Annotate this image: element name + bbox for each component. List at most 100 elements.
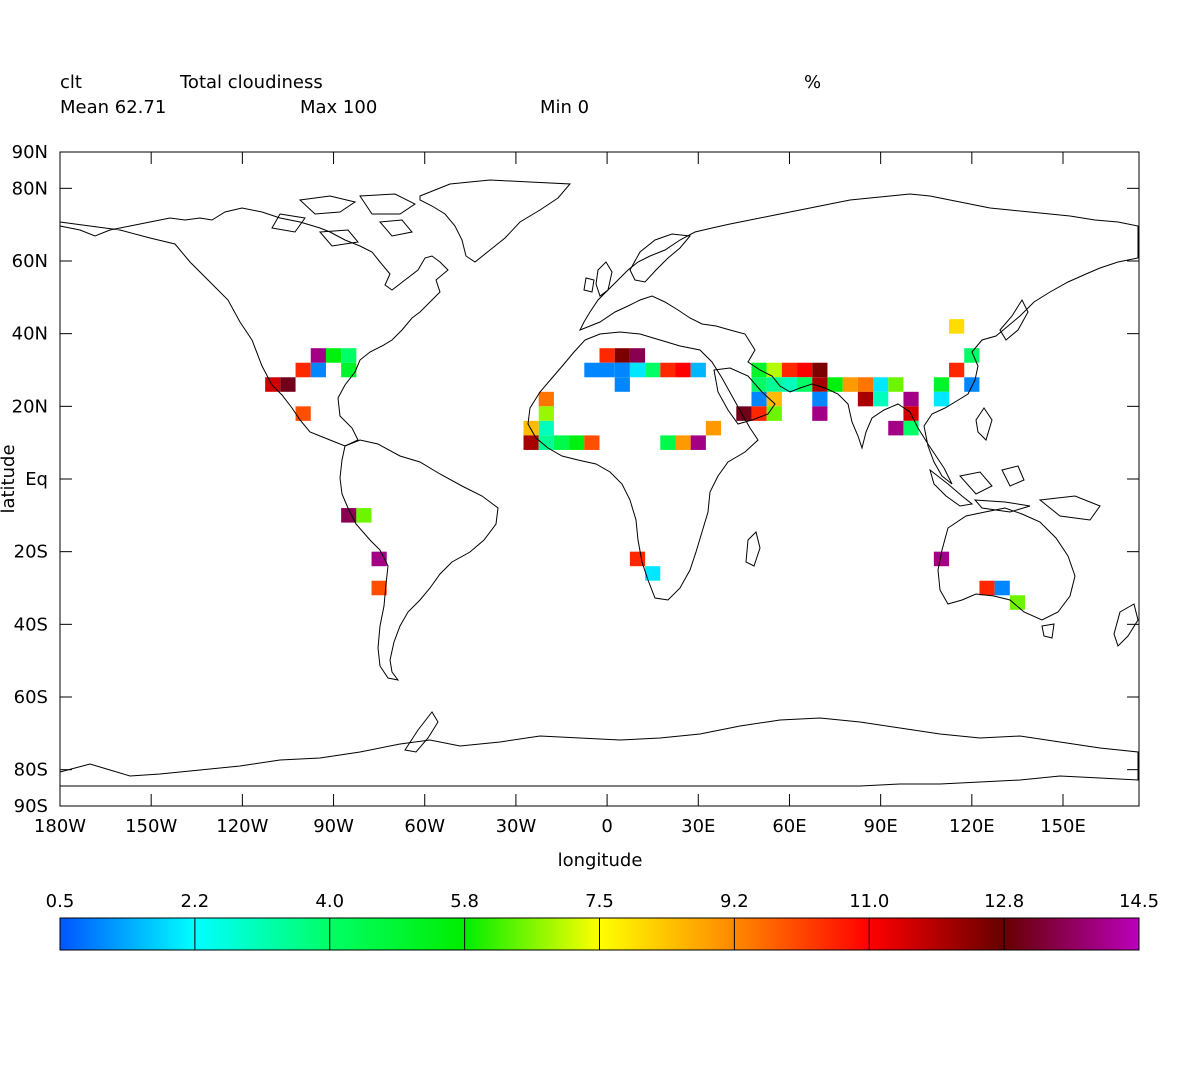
x-tick-label: 150W — [125, 816, 177, 837]
heatmap-cell — [690, 362, 706, 378]
mean-stat: Mean 62.71 — [60, 97, 166, 118]
heatmap-cell — [356, 508, 372, 523]
colorbar-ticks: 0.5 2.2 4.0 5.8 7.5 9.2 11.0 12.8 14.5 — [46, 891, 1159, 950]
variable-name: clt — [60, 72, 82, 93]
heatmap-cell — [265, 377, 281, 392]
colorbar-tick-label: 7.5 — [585, 891, 614, 912]
heatmap-cell — [797, 362, 813, 378]
heatmap-cell — [964, 348, 980, 363]
heatmap-cell — [629, 362, 646, 378]
y-tick-label: 40S — [14, 614, 48, 635]
y-tick-label: 80N — [12, 178, 48, 199]
min-stat: Min 0 — [540, 97, 589, 118]
heatmap-cell — [873, 377, 889, 392]
coastline-south-america — [339, 439, 499, 681]
heatmap-cell — [675, 362, 691, 378]
heatmap-cell — [614, 377, 630, 392]
y-tick-label: 60N — [12, 251, 48, 272]
heatmap-cell — [766, 406, 782, 421]
max-stat: Max 100 — [300, 97, 377, 118]
coastline-tasmania — [1041, 623, 1055, 639]
heatmap-cell — [751, 362, 767, 378]
heatmap-cell — [584, 435, 600, 450]
heatmap-cell — [812, 377, 828, 392]
coastline-arabia — [713, 367, 776, 425]
coastline-greenland — [419, 179, 572, 263]
heatmap-cell — [523, 435, 539, 450]
heatmap-cell — [751, 377, 767, 392]
heatmap-cell — [827, 377, 843, 392]
heatmap-cell — [538, 391, 554, 407]
heatmap-cell — [842, 377, 858, 392]
heatmap-cell — [903, 420, 919, 436]
x-tick-label: 150E — [1040, 816, 1086, 837]
heatmap-cell — [310, 362, 326, 378]
coastlines — [59, 179, 1139, 787]
x-tick-label: 90E — [864, 816, 898, 837]
heatmap-cell — [614, 362, 630, 378]
y-tick-label: 60S — [14, 687, 48, 708]
heatmap-cell — [599, 362, 615, 378]
heatmap-cell — [325, 348, 342, 363]
heatmap-cell — [751, 406, 767, 421]
colorbar-tick-label: 2.2 — [181, 891, 210, 912]
heatmap-cell — [523, 420, 539, 436]
coastline-arctic-islands — [271, 193, 416, 247]
heatmap-cell — [660, 435, 676, 450]
x-tick-label: 120E — [949, 816, 995, 837]
heatmap-cell — [781, 377, 798, 392]
x-tick-label: 30E — [681, 816, 715, 837]
heatmap-cell — [933, 391, 950, 407]
y-tick-label: 40N — [12, 324, 48, 345]
y-tick-label: Eq — [25, 469, 48, 490]
heatmap-cell — [812, 362, 828, 378]
heatmap-cell — [660, 362, 676, 378]
coastline-north-america — [59, 207, 449, 447]
x-tick-label: 60E — [772, 816, 806, 837]
heatmap-cell — [857, 391, 874, 407]
heatmap-cell — [599, 348, 615, 363]
plot-frame — [59, 151, 1140, 807]
heatmap-cell — [675, 435, 691, 450]
heatmap-cell — [888, 377, 904, 392]
heatmap-cell — [873, 391, 889, 407]
heatmap-cell — [888, 420, 904, 436]
heatmap-cell — [341, 508, 357, 523]
heatmap-cell — [614, 348, 630, 363]
heatmap-cell — [341, 362, 357, 378]
x-tick-label: 0 — [601, 816, 612, 837]
heatmap-cells — [265, 319, 1026, 610]
coastline-japan — [975, 298, 1029, 441]
heatmap-cell — [371, 580, 387, 596]
coastline-madagascar — [745, 531, 761, 567]
colorbar-tick-label: 12.8 — [984, 891, 1024, 912]
heatmap-cell — [310, 348, 326, 363]
heatmap-cell — [538, 420, 554, 436]
heatmap-cell — [812, 391, 828, 407]
coastline-antarctica — [59, 717, 1139, 787]
y-tick-label: 20N — [12, 396, 48, 417]
coastline-africa — [527, 331, 759, 601]
heatmap-cell — [949, 319, 965, 334]
y-tick-label: 90S — [14, 796, 48, 817]
coastline-british-isles — [583, 261, 613, 297]
heatmap-cell — [933, 377, 950, 392]
colorbar-tick-label: 9.2 — [720, 891, 749, 912]
heatmap-cell — [645, 362, 661, 378]
coastline-scandinavia — [629, 233, 691, 283]
y-axis-title: latitude — [0, 444, 19, 513]
coastline-new-zealand — [1113, 603, 1139, 647]
chart-title: Total cloudiness — [179, 72, 323, 93]
units-label: % — [804, 72, 821, 93]
heatmap-cell — [766, 377, 782, 392]
heatmap-cell — [1009, 595, 1026, 610]
colorbar-tick-label: 11.0 — [849, 891, 889, 912]
colorbar-tick-label: 14.5 — [1119, 891, 1159, 912]
x-tick-label: 30W — [496, 816, 537, 837]
heatmap-cell — [645, 566, 661, 581]
heatmap-cell — [629, 551, 646, 567]
y-tick-label: 20S — [14, 542, 48, 563]
heatmap-cell — [629, 348, 646, 363]
y-axis-ticks: 90N 80N 60N 40N 20N Eq 20S 40S 60S 80S 90S — [12, 142, 1139, 817]
